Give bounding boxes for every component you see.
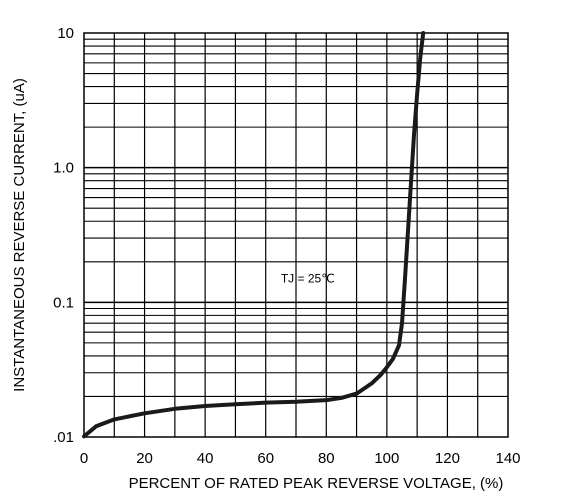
x-tick-label: 20 xyxy=(136,450,153,467)
y-tick-label: 0.1 xyxy=(53,294,74,311)
grid xyxy=(84,33,508,437)
y-axis-title: INSTANTANEOUS REVERSE CURRENT, (uA) xyxy=(11,78,28,392)
y-tick-labels: .01 0.1 1.0 10 xyxy=(53,25,74,446)
x-tick-label: 40 xyxy=(197,450,214,467)
series-line xyxy=(82,31,426,439)
y-tick-label: .01 xyxy=(53,429,74,446)
x-tick-label: 140 xyxy=(495,450,520,467)
x-tick-label: 60 xyxy=(257,450,274,467)
y-tick-label: 10 xyxy=(57,25,74,42)
plot-frame xyxy=(83,32,509,438)
x-tick-label: 120 xyxy=(435,450,460,467)
x-tick-label: 80 xyxy=(318,450,335,467)
x-axis-title: PERCENT OF RATED PEAK REVERSE VOLTAGE, (… xyxy=(129,475,504,492)
x-tick-label: 100 xyxy=(374,450,399,467)
y-tick-label: 1.0 xyxy=(53,160,74,177)
x-tick-labels: 0 20 40 60 80 100 120 140 xyxy=(80,450,521,467)
x-tick-label: 0 xyxy=(80,450,88,467)
temperature-annotation: TJ = 25℃ xyxy=(281,272,335,286)
